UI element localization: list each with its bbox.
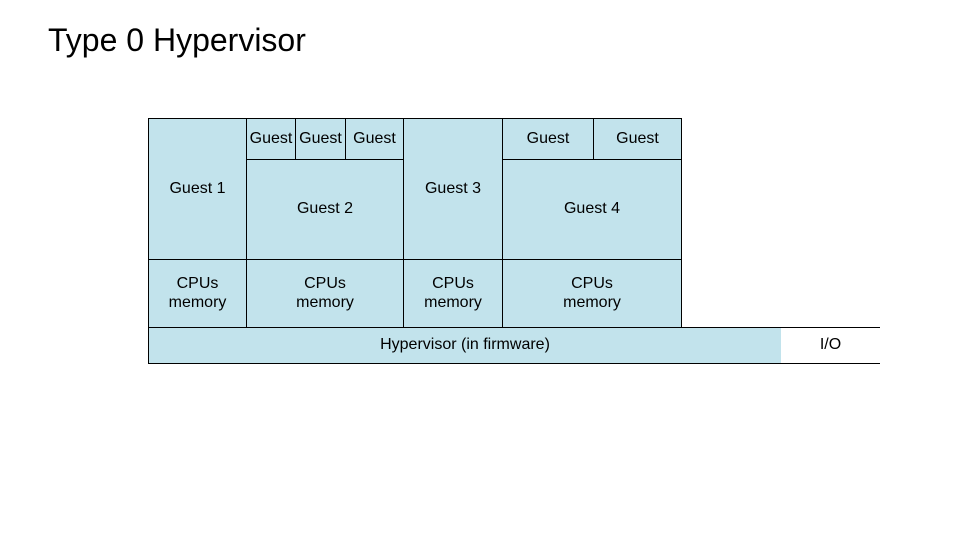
guest3: Guest 3 bbox=[403, 118, 503, 260]
guest1: Guest 1 bbox=[148, 118, 247, 260]
guest4-sub-a: Guest bbox=[502, 118, 594, 160]
guest2: Guest 2 bbox=[246, 159, 404, 260]
guest4: Guest 4 bbox=[502, 159, 682, 260]
cpus-memory-4: CPUs memory bbox=[502, 259, 682, 328]
slide-title: Type 0 Hypervisor bbox=[48, 22, 306, 59]
cpus-memory-1: CPUs memory bbox=[148, 259, 247, 328]
guest4-sub-b: Guest bbox=[593, 118, 682, 160]
guest2-sub-c: Guest bbox=[345, 118, 404, 160]
hypervisor-firmware: Hypervisor (in firmware) bbox=[148, 327, 782, 364]
io-block: I/O bbox=[781, 327, 880, 364]
cpus-memory-2: CPUs memory bbox=[246, 259, 404, 328]
cpus-memory-3: CPUs memory bbox=[403, 259, 503, 328]
hypervisor-diagram: Guest Guest Guest Guest Guest Guest 1 Gu… bbox=[148, 118, 880, 418]
guest2-sub-a: Guest bbox=[246, 118, 296, 160]
guest2-sub-b: Guest bbox=[295, 118, 346, 160]
